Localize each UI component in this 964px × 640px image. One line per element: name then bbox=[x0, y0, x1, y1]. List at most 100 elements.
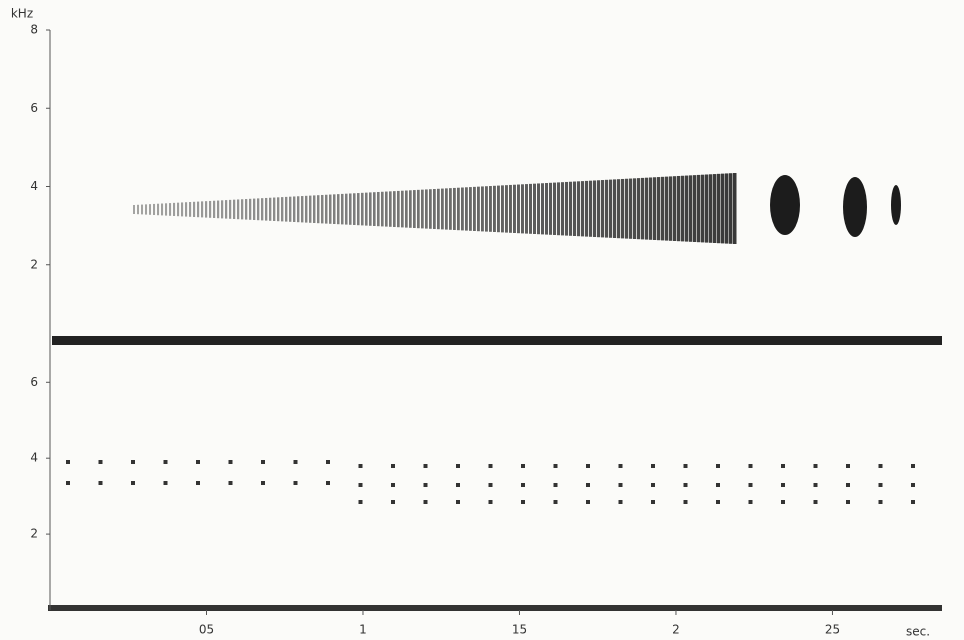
trace-dot bbox=[488, 483, 493, 487]
trace-stripe bbox=[365, 192, 368, 226]
trace-stripe bbox=[369, 192, 372, 226]
trace-stripe bbox=[681, 175, 685, 242]
trace-stripe bbox=[473, 186, 476, 231]
trace-dot bbox=[423, 483, 428, 487]
trace-stripe bbox=[401, 190, 404, 228]
trace-stripe bbox=[525, 184, 528, 234]
y-tick-label: 4 bbox=[30, 179, 38, 193]
trace-stripe bbox=[273, 197, 276, 221]
trace-stripe bbox=[729, 173, 733, 244]
trace-stripe bbox=[665, 176, 669, 241]
trace-dot bbox=[846, 500, 850, 504]
trace-dot bbox=[326, 481, 330, 485]
trace-dot bbox=[358, 464, 363, 468]
trace-dot bbox=[293, 460, 298, 464]
trace-dot bbox=[781, 483, 785, 487]
trace-stripe bbox=[481, 186, 484, 232]
trace-stripe bbox=[569, 181, 573, 236]
trace-stripe bbox=[377, 191, 380, 227]
trace-dot bbox=[748, 483, 753, 487]
trace-stripe bbox=[589, 180, 593, 237]
baseline-trace bbox=[48, 605, 942, 611]
trace-stripe bbox=[505, 185, 508, 233]
trace-dot bbox=[813, 483, 818, 487]
trace-stripe bbox=[465, 187, 468, 231]
trace-dot bbox=[196, 460, 200, 464]
trace-dot bbox=[358, 483, 363, 487]
trace-stripe bbox=[373, 192, 376, 226]
trace-dot bbox=[781, 464, 785, 468]
trace-dot bbox=[878, 464, 883, 468]
trace-stripe bbox=[413, 190, 416, 228]
x-tick-label: 25 bbox=[825, 623, 840, 637]
trace-dot bbox=[878, 500, 883, 504]
trace-stripe bbox=[641, 177, 645, 240]
trace-stripe bbox=[161, 203, 164, 216]
trace-stripe bbox=[685, 175, 689, 242]
trace-stripe bbox=[457, 187, 460, 231]
trace-stripe bbox=[437, 188, 440, 230]
trace-stripe bbox=[553, 182, 557, 235]
trace-dot bbox=[553, 483, 558, 487]
trace-stripe bbox=[441, 188, 444, 230]
trace-stripe bbox=[185, 202, 188, 217]
trace-stripe bbox=[453, 187, 456, 230]
x-tick-label: 05 bbox=[199, 623, 214, 637]
trace-dot bbox=[813, 464, 818, 468]
trace-stripe bbox=[449, 188, 452, 230]
trace-stripe bbox=[513, 184, 516, 233]
trace-stripe bbox=[317, 195, 320, 224]
trace-stripe bbox=[557, 182, 561, 236]
trace-dot bbox=[846, 483, 850, 487]
trace-stripe bbox=[657, 177, 661, 241]
trace-stripe bbox=[193, 201, 196, 217]
trace-dot bbox=[813, 500, 818, 504]
trace-stripe bbox=[521, 184, 524, 234]
trace-stripe bbox=[357, 193, 360, 226]
trace-dot bbox=[748, 500, 753, 504]
trace-stripe bbox=[181, 202, 184, 217]
trace-stripe bbox=[433, 189, 436, 229]
trace-stripe bbox=[673, 176, 677, 241]
trace-stripe bbox=[205, 201, 208, 218]
trace-dot bbox=[651, 483, 655, 487]
trace-stripe bbox=[485, 186, 488, 232]
trace-stripe bbox=[585, 180, 589, 237]
trace-stripe bbox=[509, 184, 512, 233]
trace-stripe bbox=[409, 190, 412, 228]
trace-stripe bbox=[169, 203, 172, 216]
trace-stripe bbox=[341, 193, 344, 225]
trace-dot bbox=[391, 483, 395, 487]
y-axis-label: kHz bbox=[11, 7, 33, 21]
trace-dot bbox=[131, 481, 135, 485]
trace-stripe bbox=[261, 198, 264, 221]
trace-stripe bbox=[593, 180, 597, 237]
trace-dot bbox=[196, 481, 200, 485]
trace-stripe bbox=[677, 175, 681, 242]
trace-stripe bbox=[625, 178, 629, 239]
trace-stripe bbox=[313, 195, 316, 223]
trace-stripe bbox=[517, 184, 520, 234]
trace-stripe bbox=[605, 179, 609, 238]
spectrogram-traces bbox=[48, 173, 942, 611]
trace-stripe bbox=[153, 203, 156, 215]
trace-stripe bbox=[421, 189, 424, 229]
trace-dot bbox=[911, 500, 915, 504]
trace-blob bbox=[770, 175, 800, 235]
trace-stripe bbox=[293, 196, 296, 222]
trace-stripe bbox=[709, 174, 713, 243]
trace-stripe bbox=[385, 191, 388, 227]
trace-stripe bbox=[285, 196, 288, 222]
trace-dot bbox=[618, 500, 623, 504]
trace-dot bbox=[878, 483, 883, 487]
trace-stripe bbox=[265, 197, 268, 221]
trace-dot bbox=[293, 481, 298, 485]
trace-stripe bbox=[613, 179, 617, 238]
trace-stripe bbox=[733, 173, 737, 244]
x-tick-label: 2 bbox=[672, 623, 680, 637]
trace-dot bbox=[456, 483, 460, 487]
trace-stripe bbox=[257, 198, 260, 221]
trace-stripe bbox=[213, 200, 216, 218]
trace-dot bbox=[326, 460, 330, 464]
